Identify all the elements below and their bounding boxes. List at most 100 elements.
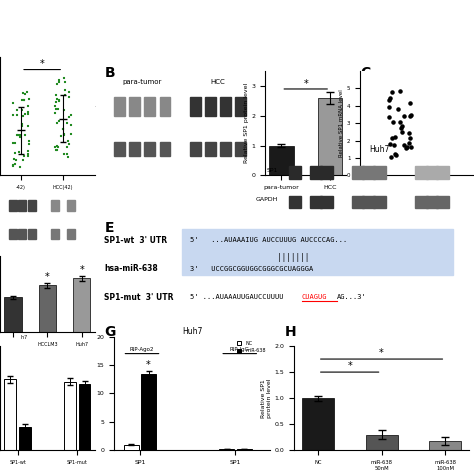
Point <box>24 153 31 160</box>
Bar <box>220 98 231 116</box>
Point <box>400 141 407 149</box>
Bar <box>67 200 75 211</box>
Text: GAPDH: GAPDH <box>72 143 97 149</box>
Text: Huh7: Huh7 <box>369 145 389 154</box>
Point <box>18 122 26 130</box>
Legend: NC, miR-638: NC, miR-638 <box>235 339 268 356</box>
Point <box>386 140 394 148</box>
Point <box>53 142 61 150</box>
Bar <box>426 166 438 179</box>
Bar <box>9 200 17 211</box>
Text: 5'   ...AUAAAIUG AUCCUUUG AUCCCCAG...: 5' ...AUAAAIUG AUCCUUUG AUCCCCAG... <box>190 237 347 243</box>
Point <box>15 148 22 155</box>
Point <box>405 129 413 137</box>
Point <box>64 143 71 151</box>
Point <box>399 128 406 136</box>
Bar <box>320 196 333 208</box>
Bar <box>145 98 155 116</box>
Point <box>65 113 73 121</box>
Point <box>24 102 32 109</box>
Point <box>64 137 72 144</box>
Bar <box>302 398 334 450</box>
Text: E: E <box>104 220 114 235</box>
Point <box>63 119 71 127</box>
Text: 5' ...AUAAAUUGAUCCUUUU: 5' ...AUAAAUUGAUCCUUUU <box>190 294 283 300</box>
Text: *: * <box>40 59 45 69</box>
Text: *: * <box>347 362 352 372</box>
Point <box>67 121 75 128</box>
Point <box>51 102 59 109</box>
Text: SP1-mut  3' UTR: SP1-mut 3' UTR <box>104 292 174 301</box>
Point <box>60 106 68 114</box>
Point <box>54 80 61 88</box>
Point <box>402 145 410 152</box>
Point <box>53 119 60 127</box>
Point <box>61 130 68 138</box>
Point <box>16 163 24 171</box>
Text: SP1-wt  3' UTR: SP1-wt 3' UTR <box>104 236 167 245</box>
Bar <box>310 196 322 208</box>
Bar <box>160 98 170 116</box>
Bar <box>415 166 428 179</box>
Point <box>53 95 61 103</box>
Text: *: * <box>379 348 384 358</box>
Bar <box>4 379 16 450</box>
Point <box>398 122 406 130</box>
Bar <box>352 166 365 179</box>
Bar <box>205 142 216 156</box>
Bar <box>51 229 59 239</box>
Point <box>65 88 73 95</box>
Text: H: H <box>284 325 296 339</box>
Bar <box>205 98 216 116</box>
Y-axis label: Relative SP1 mRNA level: Relative SP1 mRNA level <box>339 90 344 157</box>
Point <box>17 133 24 140</box>
Point <box>55 117 63 124</box>
Point <box>9 161 17 169</box>
Text: GAPDH: GAPDH <box>255 197 278 201</box>
Point <box>390 142 398 149</box>
Point <box>55 78 63 86</box>
Point <box>9 139 17 147</box>
Bar <box>27 229 36 239</box>
Text: h7: h7 <box>18 335 27 340</box>
Text: SP1: SP1 <box>84 102 97 109</box>
Text: para-tumor: para-tumor <box>122 79 162 85</box>
Text: *: * <box>80 265 84 275</box>
Point <box>389 118 396 126</box>
Bar <box>436 196 449 208</box>
Point <box>19 90 27 97</box>
Y-axis label: Relative SP1 protein level: Relative SP1 protein level <box>244 83 249 164</box>
Point <box>24 122 32 130</box>
Point <box>19 156 27 164</box>
Point <box>26 95 33 102</box>
Bar <box>289 196 301 208</box>
Point <box>51 144 59 151</box>
Y-axis label: Relative enrichment: Relative enrichment <box>88 362 93 425</box>
Point <box>401 112 408 120</box>
Bar <box>182 229 453 275</box>
Point <box>392 150 399 158</box>
Bar <box>237 449 252 450</box>
Bar <box>219 449 234 450</box>
Text: B: B <box>104 66 115 81</box>
Bar <box>79 384 91 450</box>
Bar <box>220 142 231 156</box>
Text: CUAGUG: CUAGUG <box>301 294 327 300</box>
Point <box>53 146 61 154</box>
Text: *: * <box>303 80 308 90</box>
Bar <box>362 166 375 179</box>
Bar <box>362 196 375 208</box>
Point <box>22 131 29 138</box>
Point <box>12 156 19 164</box>
Point <box>10 155 18 163</box>
Bar <box>426 196 438 208</box>
Bar <box>373 166 385 179</box>
Point <box>25 140 33 148</box>
Bar <box>129 98 140 116</box>
Point <box>403 143 411 151</box>
Point <box>394 105 402 112</box>
Text: *: * <box>45 272 50 282</box>
Bar <box>160 142 170 156</box>
Point <box>64 153 72 161</box>
Bar <box>27 200 36 211</box>
